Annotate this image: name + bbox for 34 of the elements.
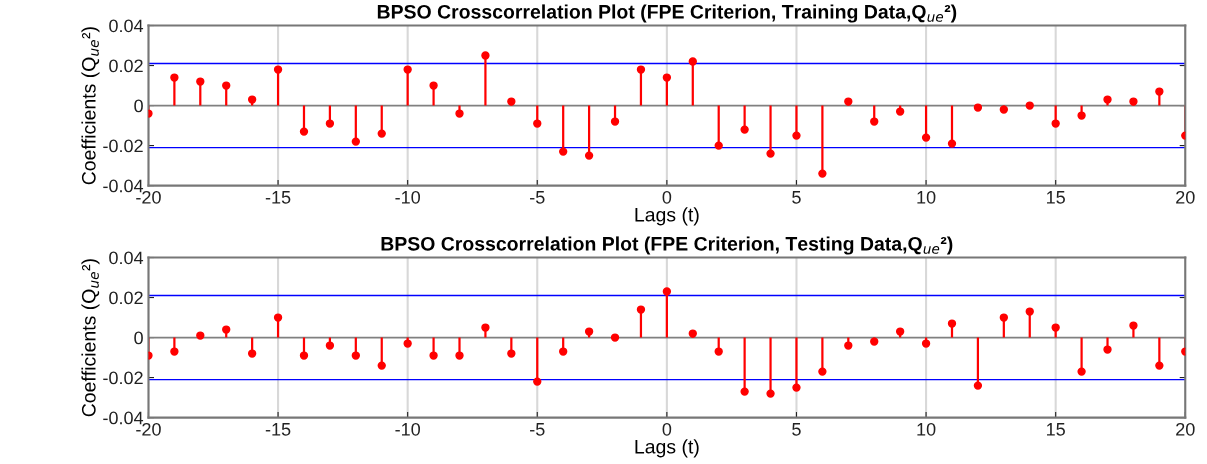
x-tick-label: 10 — [917, 190, 936, 204]
y-tick-label: 0 — [134, 99, 143, 113]
y-tick-label: 0.04 — [109, 251, 144, 265]
x-tick-label: -10 — [395, 190, 421, 204]
x-tick-label: -20 — [136, 190, 161, 204]
x-tick-label: -15 — [265, 191, 291, 204]
y-tick-label: 0.02 — [109, 291, 143, 305]
y-tick-label: 0 — [134, 331, 143, 345]
x-axis-title: Lags (t) — [635, 439, 699, 458]
x-axis-title: Lags (t) — [635, 207, 699, 226]
x-tick-label: 0 — [662, 422, 672, 436]
chart-title: BPSO Crosscorrelation Plot (FPE Criterion, Training Data,Q$_{ue}$²) — [377, 4, 957, 23]
x-tick-label: 5 — [792, 423, 801, 436]
chart-title: BPSO Crosscorrelation Plot (FPE Criterion, Testing Data,Q$_{ue}$²) — [381, 236, 953, 255]
x-tick-label: 15 — [1047, 423, 1065, 436]
x-tick-label: -20 — [136, 422, 161, 436]
y-tick-label: 0.04 — [109, 19, 144, 33]
y-axis-title: Coefficients (Q$_{ue}$²) — [81, 27, 100, 185]
y-tick-label: -0.02 — [103, 139, 143, 153]
x-tick-label: 20 — [1176, 190, 1195, 204]
x-tick-label: 15 — [1047, 191, 1065, 204]
y-tick-label: -0.04 — [103, 179, 144, 193]
x-tick-label: -15 — [265, 423, 291, 436]
x-tick-label: 0 — [662, 190, 672, 204]
x-tick-label: -5 — [530, 191, 545, 204]
x-tick-label: 20 — [1176, 422, 1195, 436]
x-tick-label: 10 — [917, 422, 936, 436]
x-tick-label: 5 — [792, 191, 801, 204]
y-tick-label: -0.02 — [103, 371, 143, 385]
y-tick-label: -0.04 — [103, 411, 144, 425]
y-tick-label: 0.02 — [109, 59, 143, 73]
x-tick-label: -10 — [395, 422, 421, 436]
x-tick-label: -5 — [530, 423, 545, 436]
y-axis-title: Coefficients (Q$_{ue}$²) — [81, 259, 100, 417]
